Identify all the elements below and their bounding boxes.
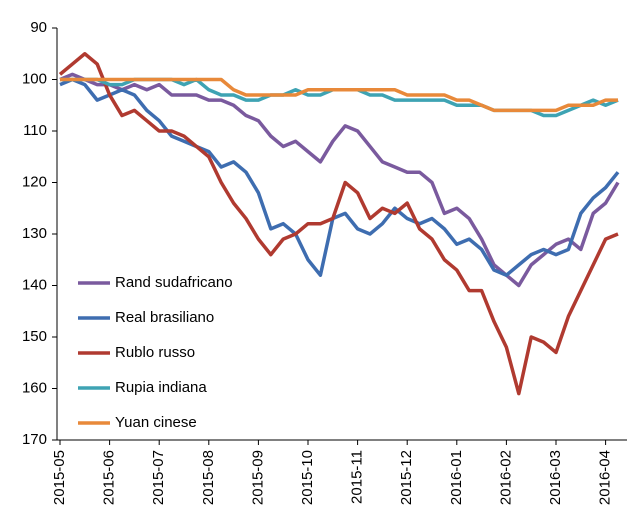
series-line <box>58 52 619 396</box>
legend-label: Rand sudafricano <box>115 274 233 291</box>
y-tick-label: 90 <box>30 19 47 36</box>
y-tick-label: 100 <box>22 70 47 87</box>
x-tick-label: 2015-09 <box>249 450 266 505</box>
x-tick-label: 2016-04 <box>597 450 614 505</box>
x-tick-label: 2015-05 <box>51 450 68 505</box>
x-tick-label: 2016-02 <box>497 450 514 505</box>
series-line <box>59 77 620 277</box>
x-tick-label: 2016-01 <box>448 450 465 505</box>
x-tick-label: 2015-08 <box>200 450 217 505</box>
y-tick-label: 120 <box>22 173 47 190</box>
legend-label: Rupia indiana <box>115 379 207 396</box>
legend-label: Real brasiliano <box>115 309 214 326</box>
y-tick-label: 130 <box>22 225 47 242</box>
x-tick-label: 2015-11 <box>349 450 366 504</box>
y-tick-label: 160 <box>22 379 47 396</box>
x-tick-label: 2015-07 <box>150 450 167 505</box>
legend-label: Rublo russo <box>115 344 195 361</box>
y-tick-label: 110 <box>23 122 47 139</box>
legend-label: Yuan cinese <box>115 414 197 431</box>
x-tick-label: 2015-10 <box>299 450 316 505</box>
x-tick-label: 2016-03 <box>547 450 564 505</box>
y-tick-label: 140 <box>22 276 47 293</box>
y-tick-label: 170 <box>22 431 47 448</box>
series-line <box>59 72 620 288</box>
x-tick-label: 2015-12 <box>398 450 415 505</box>
x-tick-label: 2015-06 <box>101 450 118 505</box>
series-line <box>60 77 618 113</box>
y-tick-label: 150 <box>22 328 47 345</box>
